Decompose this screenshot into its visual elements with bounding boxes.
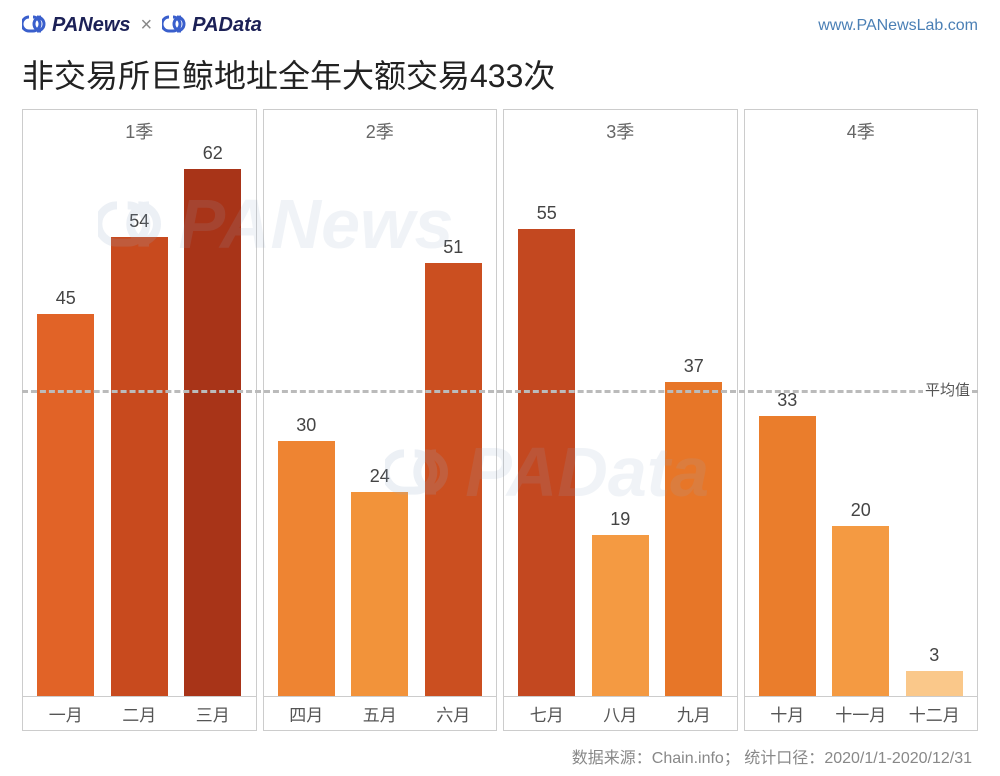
- footer-source: 数据来源：Chain.info； 统计口径：2020/1/1-2020/12/3…: [572, 744, 972, 768]
- site-url[interactable]: www.PANewsLab.com: [818, 17, 978, 35]
- panel-title: 3季: [504, 110, 737, 148]
- bar-col: 55: [510, 144, 584, 696]
- panel-q2: 2季302451四月五月六月: [263, 109, 498, 731]
- bar: 20: [832, 526, 889, 696]
- bar-col: 19: [584, 144, 658, 696]
- panel-q3: 3季551937七月八月九月: [503, 109, 738, 731]
- bar: 62: [184, 169, 241, 696]
- bar-col: 45: [29, 144, 103, 696]
- bar-col: 51: [417, 144, 491, 696]
- x-tick-label: 二月: [103, 701, 177, 726]
- bar: 55: [518, 229, 575, 696]
- bar: 45: [37, 314, 94, 696]
- x-tick-label: 一月: [29, 701, 103, 726]
- plot-area: 551937: [504, 144, 737, 696]
- bar-value-label: 45: [37, 288, 94, 309]
- bar-value-label: 51: [425, 237, 482, 258]
- panel-q1: 1季455462一月二月三月: [22, 109, 257, 731]
- header-bar: PANews × PAData www.PANewsLab.com: [0, 0, 1000, 45]
- panel-title: 1季: [23, 110, 256, 148]
- panel-title: 2季: [264, 110, 497, 148]
- bar: 51: [425, 263, 482, 696]
- link-icon: [162, 15, 188, 33]
- plot-area: 455462: [23, 144, 256, 696]
- brand-padata: PAData: [162, 14, 262, 37]
- bar-value-label: 20: [832, 500, 889, 521]
- bar: 33: [759, 416, 816, 696]
- average-label: 平均值: [923, 379, 972, 400]
- scope-value: 2020/1/1-2020/12/31: [824, 750, 972, 767]
- bars-row: 302451: [264, 144, 497, 696]
- chart-title: 非交易所巨鲸地址全年大额交易433次: [0, 45, 1000, 109]
- x-tick-label: 八月: [584, 701, 658, 726]
- x-tick-label: 七月: [510, 701, 584, 726]
- bar-col: 33: [751, 144, 825, 696]
- bar: 30: [278, 441, 335, 696]
- bar-value-label: 54: [111, 211, 168, 232]
- bar-value-label: 55: [518, 203, 575, 224]
- brand-logos: PANews × PAData: [22, 14, 262, 37]
- bar-col: 24: [343, 144, 417, 696]
- bar-col: 62: [176, 144, 250, 696]
- source-label: 数据来源：: [572, 750, 652, 767]
- x-axis: 四月五月六月: [264, 696, 497, 730]
- scope-label: 统计口径：: [744, 750, 824, 767]
- x-tick-label: 四月: [270, 701, 344, 726]
- bar: 37: [665, 382, 722, 696]
- brand-panews-text: PANews: [52, 14, 131, 36]
- bar: 54: [111, 237, 168, 696]
- bars-row: 551937: [504, 144, 737, 696]
- x-axis: 十月十一月十二月: [745, 696, 978, 730]
- bar-value-label: 3: [906, 645, 963, 666]
- x-tick-label: 十二月: [898, 701, 972, 726]
- x-tick-label: 五月: [343, 701, 417, 726]
- bar-value-label: 37: [665, 356, 722, 377]
- bar-col: 3: [898, 144, 972, 696]
- x-tick-label: 三月: [176, 701, 250, 726]
- bar-col: 20: [824, 144, 898, 696]
- average-line: [22, 390, 978, 393]
- bar: 19: [592, 535, 649, 696]
- bar-col: 30: [270, 144, 344, 696]
- x-tick-label: 六月: [417, 701, 491, 726]
- x-axis: 一月二月三月: [23, 696, 256, 730]
- x-tick-label: 十月: [751, 701, 825, 726]
- panel-title: 4季: [745, 110, 978, 148]
- x-tick-label: 十一月: [824, 701, 898, 726]
- bars-row: 33203: [745, 144, 978, 696]
- x-tick-label: 九月: [657, 701, 731, 726]
- bars-row: 455462: [23, 144, 256, 696]
- panels-row: 1季455462一月二月三月2季302451四月五月六月3季551937七月八月…: [22, 109, 978, 731]
- brand-panews: PANews: [22, 14, 131, 37]
- bar-value-label: 24: [351, 466, 408, 487]
- bar-value-label: 62: [184, 143, 241, 164]
- source-value: Chain.info；: [652, 750, 740, 767]
- plot-area: 33203: [745, 144, 978, 696]
- brand-padata-text: PAData: [192, 14, 262, 36]
- x-axis: 七月八月九月: [504, 696, 737, 730]
- bar: 3: [906, 671, 963, 696]
- panel-q4: 4季33203十月十一月十二月: [744, 109, 979, 731]
- plot-area: 302451: [264, 144, 497, 696]
- bar: 24: [351, 492, 408, 696]
- link-icon: [22, 15, 48, 33]
- bar-col: 54: [103, 144, 177, 696]
- chart-area: 1季455462一月二月三月2季302451四月五月六月3季551937七月八月…: [22, 109, 978, 731]
- bar-value-label: 30: [278, 415, 335, 436]
- bar-col: 37: [657, 144, 731, 696]
- brand-separator: ×: [141, 14, 153, 37]
- bar-value-label: 19: [592, 509, 649, 530]
